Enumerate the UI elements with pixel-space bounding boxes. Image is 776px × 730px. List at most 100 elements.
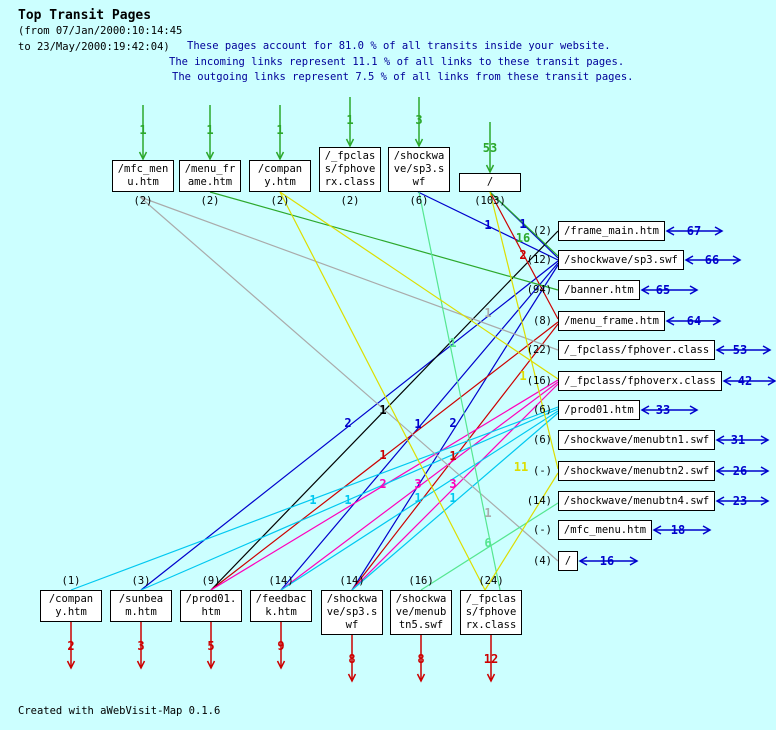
transit-node-shockwave-menubtn1-swf[interactable]: /shockwave/menubtn1.swf xyxy=(558,430,715,450)
link-line-magenta xyxy=(351,383,559,591)
link-line-gray xyxy=(139,196,559,351)
transit-node-shockwave-menubtn4-swf[interactable]: /shockwave/menubtn4.swf xyxy=(558,491,715,511)
total-arrowhead-left xyxy=(715,466,725,476)
entry-node-company-htm[interactable]: /company.htm xyxy=(249,160,311,192)
transit-node-shockwave-sp3-swf[interactable]: /shockwave/sp3.swf xyxy=(558,250,684,270)
link-line-green xyxy=(489,191,559,257)
total-arrowhead-right xyxy=(732,255,742,265)
outgoing-arrowhead xyxy=(416,673,426,683)
link-count-label: 1 xyxy=(484,506,492,520)
transit-node-shockwave-menubtn2-swf[interactable]: /shockwave/menubtn2.swf xyxy=(558,461,715,481)
incoming-arrowhead xyxy=(345,138,355,148)
transit-node-fpclass-fphoverx-class[interactable]: /_fpclass/fphoverx.class xyxy=(558,371,722,391)
total-arrowhead-left xyxy=(640,405,650,415)
transit-node-prod01-htm[interactable]: /prod01.htm xyxy=(558,400,640,420)
entry-node-mfc-menu-htm[interactable]: /mfc_menu.htm xyxy=(112,160,174,192)
entry-node-fpclass-fphoverx-class[interactable]: /_fpclass/fphoverx.class xyxy=(319,147,381,192)
link-count-label: 1 xyxy=(519,217,527,231)
transit-total-count: 23 xyxy=(732,494,748,508)
incoming-link-count: 1 xyxy=(206,123,214,137)
transit-total-count: 26 xyxy=(732,464,748,478)
link-count-label: 3 xyxy=(414,477,422,491)
link-line-green xyxy=(209,191,559,291)
total-arrowhead-right xyxy=(689,285,699,295)
link-line-navy xyxy=(351,264,559,591)
link-count-label: 11 xyxy=(513,460,529,474)
total-arrowhead-right xyxy=(702,525,712,535)
entry-node-shockwave-sp3-swf[interactable]: /shockwave/sp3.swf xyxy=(388,147,450,192)
transit-total-count: 42 xyxy=(737,374,753,388)
entry-transit-count: (2) xyxy=(340,195,360,207)
link-line-cyan xyxy=(280,410,559,591)
transit-node-mfc-menu-htm[interactable]: /mfc_menu.htm xyxy=(558,520,652,540)
link-count-label: 16 xyxy=(515,231,531,245)
transit-node-root[interactable]: / xyxy=(558,551,578,571)
link-count-label: 1 xyxy=(484,218,492,232)
link-line-red xyxy=(489,191,559,320)
link-line-yellow xyxy=(279,191,559,380)
link-count-label: 1 xyxy=(449,336,457,350)
exit-transit-count: (1) xyxy=(61,575,81,587)
summary-line-incoming: The incoming links represent 11.1 % of a… xyxy=(169,56,625,68)
incoming-arrowhead xyxy=(275,151,285,161)
transit-total-count: 16 xyxy=(599,554,615,568)
transit-node-banner-htm[interactable]: /banner.htm xyxy=(558,280,640,300)
link-count-label: 2 xyxy=(519,248,527,262)
total-arrowhead-left xyxy=(578,556,588,566)
transit-visit-count: (94) xyxy=(526,284,552,296)
entry-node-menu-frame-htm[interactable]: /menu_frame.htm xyxy=(179,160,241,192)
transit-node-fpclass-fphover-class[interactable]: /_fpclass/fphover.class xyxy=(558,340,715,360)
exit-transit-count: (9) xyxy=(201,575,221,587)
exit-node-feedback-htm[interactable]: /feedback.htm xyxy=(250,590,312,622)
link-line-yellow xyxy=(489,191,559,470)
summary-line-transits: These pages account for 81.0 % of all tr… xyxy=(187,40,611,52)
incoming-link-count: 1 xyxy=(346,113,354,127)
entry-transit-count: (2) xyxy=(270,195,290,207)
transit-node-menu-frame-htm[interactable]: /menu_frame.htm xyxy=(558,311,665,331)
total-arrowhead-left xyxy=(715,496,725,506)
total-arrowhead-right xyxy=(767,376,776,386)
link-count-label: 1 xyxy=(484,306,492,320)
transit-visit-count: (8) xyxy=(533,315,552,327)
exit-transit-count: (16) xyxy=(408,575,434,587)
link-count-label: 1 xyxy=(449,491,457,505)
entry-transit-count: (6) xyxy=(409,195,429,207)
link-line-magenta xyxy=(210,379,559,591)
transit-total-count: 67 xyxy=(686,224,702,238)
link-line-cyan xyxy=(140,408,559,591)
link-line-magenta xyxy=(280,381,559,591)
exit-node-sunbeam-htm[interactable]: /sunbeam.htm xyxy=(110,590,172,622)
incoming-link-count: 53 xyxy=(482,141,498,155)
incoming-link-count: 3 xyxy=(415,113,423,127)
link-line-springgreen xyxy=(420,502,559,591)
outgoing-link-count: 2 xyxy=(67,639,75,653)
link-count-label: 1 xyxy=(414,417,422,431)
transit-total-count: 65 xyxy=(655,283,671,297)
exit-node-prod01-htm[interactable]: /prod01.htm xyxy=(180,590,242,622)
total-arrowhead-right xyxy=(714,226,724,236)
transit-total-count: 31 xyxy=(730,433,746,447)
exit-node-company-htm[interactable]: /company.htm xyxy=(40,590,102,622)
page-title: Top Transit Pages xyxy=(18,8,152,23)
transit-node-frame-main-htm[interactable]: /frame_main.htm xyxy=(558,221,665,241)
exit-node-fpclass-fphoverx-class[interactable]: /_fpclass/fphoverx.class xyxy=(460,590,522,635)
entry-transit-count: (2) xyxy=(200,195,220,207)
transit-visit-count: (2) xyxy=(533,225,552,237)
date-range-to: to 23/May/2000:19:42:04) xyxy=(18,41,170,53)
transit-visit-count: (4) xyxy=(533,555,552,567)
entry-node-root[interactable]: / xyxy=(459,173,521,192)
transit-visit-count: (22) xyxy=(526,344,552,356)
outgoing-arrowhead xyxy=(276,660,286,670)
transit-visit-count: (16) xyxy=(526,375,552,387)
link-count-label: 6 xyxy=(484,536,492,550)
total-arrowhead-right xyxy=(712,316,722,326)
exit-transit-count: (3) xyxy=(131,575,151,587)
exit-node-shockwave-menubtn5-swf[interactable]: /shockwave/menubtn5.swf xyxy=(390,590,452,635)
link-line-cyan xyxy=(70,406,559,591)
incoming-link-count: 1 xyxy=(139,123,147,137)
total-arrowhead-left xyxy=(652,525,662,535)
exit-node-shockwave-sp3-swf[interactable]: /shockwave/sp3.swf xyxy=(321,590,383,635)
link-line-navy xyxy=(417,191,559,261)
